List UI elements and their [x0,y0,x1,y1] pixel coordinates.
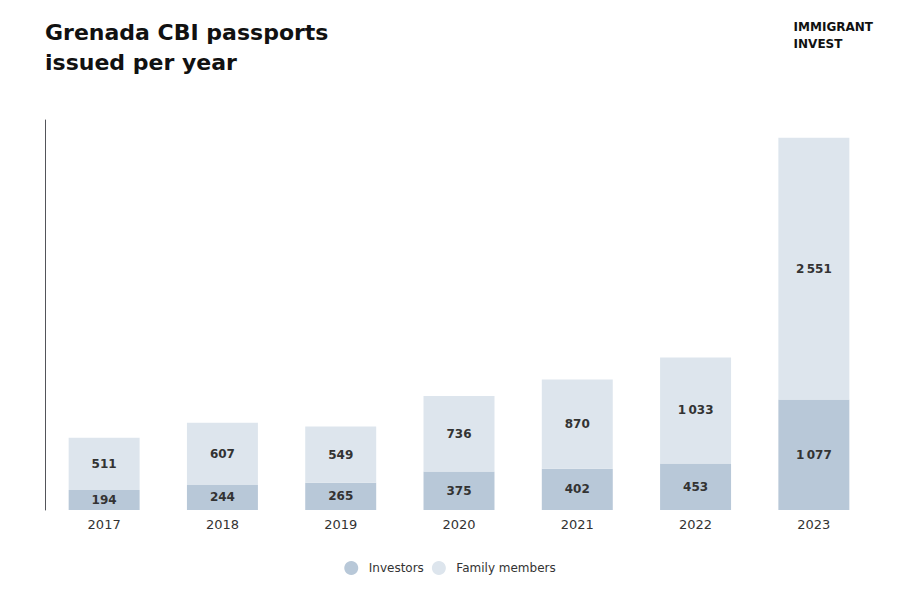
svg-text:2023: 2023 [797,517,830,532]
svg-text:Investors: Investors [369,561,424,575]
svg-text:2017: 2017 [88,517,121,532]
svg-text:736: 736 [446,427,471,441]
svg-text:244: 244 [210,490,235,504]
svg-text:IMMIGRANT: IMMIGRANT [794,20,874,34]
svg-text:375: 375 [446,484,471,498]
svg-text:issued per year: issued per year [45,50,237,75]
svg-text:402: 402 [565,482,590,496]
svg-text:2020: 2020 [442,517,475,532]
svg-text:549: 549 [328,448,353,462]
svg-text:2018: 2018 [206,517,239,532]
svg-text:453: 453 [683,480,708,494]
svg-text:1 077: 1 077 [796,448,832,462]
svg-text:870: 870 [565,417,590,431]
svg-text:607: 607 [210,447,235,461]
svg-text:INVEST: INVEST [794,37,844,51]
svg-text:1 033: 1 033 [678,403,714,417]
svg-text:Grenada CBI passports: Grenada CBI passports [45,20,328,45]
svg-text:194: 194 [92,493,117,507]
svg-text:2019: 2019 [324,517,357,532]
svg-text:2 551: 2 551 [796,262,832,276]
svg-text:2022: 2022 [679,517,712,532]
svg-text:511: 511 [92,457,117,471]
svg-text:2021: 2021 [561,517,594,532]
svg-text:265: 265 [328,489,353,503]
svg-text:Family members: Family members [456,561,555,575]
